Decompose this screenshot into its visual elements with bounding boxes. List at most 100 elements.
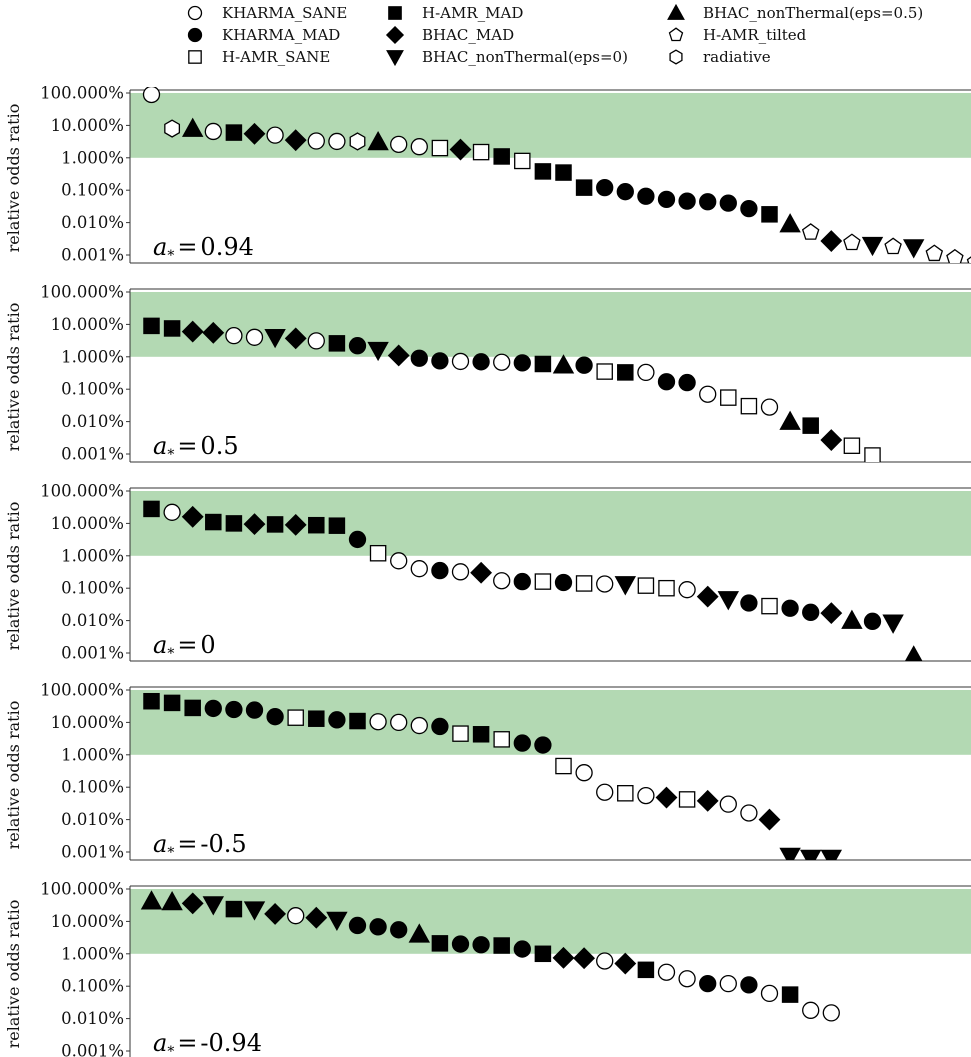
data-point-radiative: [349, 132, 366, 151]
data-point-bhac-nonthermal-eps-0-5: [367, 130, 389, 151]
data-point-kharma-mad: [678, 192, 696, 210]
data-point-kharma-sane: [760, 984, 779, 1003]
data-point-kharma-mad: [390, 921, 408, 939]
data-point-kharma-mad: [740, 594, 758, 612]
data-point-kharma-mad: [225, 700, 243, 719]
data-point-bhac-nonthermal-eps-0: [902, 239, 925, 259]
data-point-bhac-mad: [284, 327, 307, 350]
data-point-bhac-nonthermal-eps-0: [614, 576, 637, 596]
spin-label: a* = -0.5: [153, 830, 247, 861]
legend-item-h-amr-sane: H-AMR_SANE: [188, 48, 330, 66]
legend-label: H-AMR_SANE: [222, 48, 330, 66]
data-point-kharma-mad: [699, 193, 717, 211]
spin-value: -0.5: [200, 830, 246, 858]
y-tick-label: 10.000%: [51, 514, 124, 533]
data-point-bhac-nonthermal-eps-0: [243, 901, 266, 921]
data-points: [142, 87, 971, 263]
equals-sign: =: [177, 830, 197, 858]
triangle-up-legend-icon: [667, 3, 685, 20]
data-point-bhac-nonthermal-eps-0: [861, 236, 884, 257]
data-point-bhac-mad: [284, 129, 307, 152]
data-point-kharma-sane: [596, 783, 614, 801]
data-point-kharma-sane: [493, 353, 511, 371]
panels: 100.000% 10.000% 1.000% 0.100% 0.010% 0.001% r…: [4, 84, 971, 1057]
y-tick-label: 1.000%: [61, 546, 124, 565]
data-point-h-amr-mad: [328, 335, 346, 352]
spin-symbol: a: [153, 1029, 167, 1057]
data-point-kharma-mad: [348, 530, 367, 549]
data-point-bhac-nonthermal-eps-0: [264, 328, 286, 349]
legend-item-h-amr-tilted: H-AMR_tilted: [668, 26, 807, 44]
panel-3: 100.000% 10.000% 1.000% 0.100% 0.010% 0.001% r…: [4, 482, 971, 663]
data-point-h-amr-mad: [225, 900, 243, 918]
data-points: [143, 692, 843, 860]
data-point-h-amr-sane: [452, 725, 469, 742]
data-point-h-amr-tilted: [884, 237, 902, 255]
data-point-bhac-nonthermal-eps-0-5: [904, 645, 923, 661]
legend-label: BHAC_nonThermal(eps=0): [422, 48, 628, 66]
square-legend-icon: [388, 6, 402, 20]
data-point-h-amr-tilted: [946, 248, 964, 263]
data-point-h-amr-mad: [534, 355, 552, 373]
data-point-h-amr-sane: [534, 573, 552, 590]
data-point-h-amr-mad: [555, 164, 572, 181]
y-tick-label: 0.100%: [61, 778, 124, 797]
data-point-bhac-mad: [264, 903, 287, 925]
data-point-bhac-mad: [820, 602, 843, 625]
equals-sign: =: [177, 1029, 197, 1057]
data-point-h-amr-sane: [740, 397, 758, 415]
spin-value: -0.94: [200, 1029, 262, 1057]
data-point-bhac-mad: [181, 892, 204, 915]
data-point-kharma-sane: [596, 575, 614, 593]
data-point-kharma-mad: [472, 936, 490, 954]
spin-subscript: *: [167, 845, 174, 861]
y-tick-label: 0.001%: [61, 1042, 124, 1057]
data-point-h-amr-sane: [596, 363, 613, 380]
y-tick-label: 1.000%: [61, 148, 124, 167]
data-point-kharma-mad: [781, 599, 799, 617]
y-tick-label: 0.001%: [61, 246, 124, 265]
data-point-kharma-mad: [369, 918, 387, 936]
data-point-bhac-nonthermal-eps-0: [820, 849, 843, 860]
data-point-bhac-mad: [614, 952, 637, 975]
square-legend-icon: [188, 50, 202, 64]
data-point-bhac-mad: [696, 789, 719, 812]
data-point-kharma-mad: [802, 603, 820, 621]
spin-subscript: *: [167, 1044, 174, 1057]
data-point-h-amr-mad: [575, 179, 593, 196]
legend: KHARMA_SANE KHARMA_MAD H-AMR_SANE H-AMR_MAD…: [187, 3, 923, 67]
data-point-kharma-sane: [678, 581, 696, 599]
data-point-bhac-nonthermal-eps-0: [367, 341, 389, 362]
y-tick-label: 100.000%: [40, 283, 124, 302]
data-point-bhac-nonthermal-eps-0-5: [841, 609, 863, 629]
data-point-bhac-mad: [820, 429, 843, 451]
data-point-kharma-mad: [513, 354, 531, 372]
data-point-bhac-nonthermal-eps-0: [326, 911, 348, 931]
data-point-bhac-mad: [181, 320, 204, 343]
legend-item-bhac-mad: BHAC_MAD: [385, 25, 514, 45]
triangle-down-legend-icon: [386, 50, 404, 67]
data-point-h-amr-tilted: [843, 233, 861, 251]
data-point-kharma-mad: [513, 940, 531, 958]
data-point-bhac-mad: [470, 561, 493, 584]
data-point-bhac-nonthermal-eps-0: [799, 849, 822, 860]
legend-item-h-amr-mad: H-AMR_MAD: [388, 4, 523, 22]
data-point-kharma-sane: [575, 764, 593, 782]
legend-item-kharma-mad: KHARMA_MAD: [187, 26, 340, 44]
data-point-kharma-sane: [760, 398, 779, 416]
data-point-h-amr-mad: [761, 206, 778, 223]
data-point-bhac-mad: [305, 906, 328, 929]
data-point-h-amr-sane: [761, 597, 778, 615]
y-tick-label: 100.000%: [40, 681, 124, 700]
y-axis-label: relative odds ratio: [4, 104, 23, 253]
data-point-kharma-sane: [637, 363, 655, 382]
legend-label: BHAC_nonThermal(eps=0.5): [703, 4, 923, 22]
data-point-kharma-sane: [245, 328, 264, 346]
data-point-kharma-sane: [410, 560, 428, 578]
data-point-kharma-sane: [678, 970, 696, 988]
data-point-bhac-nonthermal-eps-0-5: [140, 890, 163, 910]
data-point-h-amr-sane: [575, 575, 593, 592]
data-point-bhac-nonthermal-eps-0: [717, 591, 740, 611]
data-point-bhac-nonthermal-eps-0-5: [779, 213, 801, 233]
legend-label: H-AMR_MAD: [422, 4, 523, 22]
